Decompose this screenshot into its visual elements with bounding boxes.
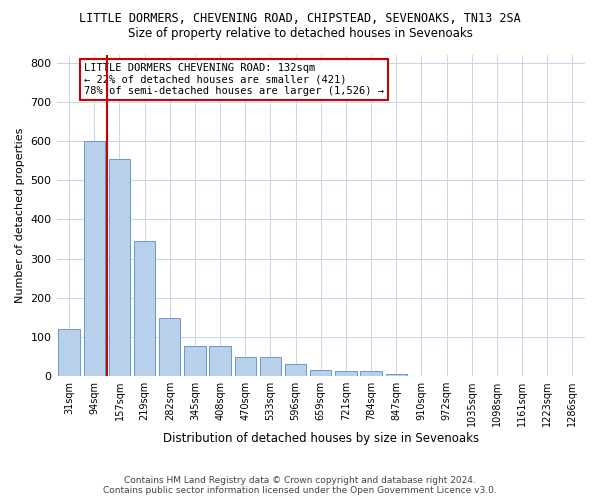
Bar [386, 374, 407, 376]
Y-axis label: Number of detached properties: Number of detached properties [15, 128, 25, 303]
Bar [260, 356, 281, 376]
X-axis label: Distribution of detached houses by size in Sevenoaks: Distribution of detached houses by size … [163, 432, 479, 445]
Bar [134, 241, 155, 376]
Text: Contains HM Land Registry data © Crown copyright and database right 2024.
Contai: Contains HM Land Registry data © Crown c… [103, 476, 497, 495]
Text: LITTLE DORMERS, CHEVENING ROAD, CHIPSTEAD, SEVENOAKS, TN13 2SA: LITTLE DORMERS, CHEVENING ROAD, CHIPSTEA… [79, 12, 521, 26]
Bar [184, 346, 206, 376]
Bar [109, 159, 130, 376]
Bar [235, 356, 256, 376]
Bar [310, 370, 331, 376]
Bar [83, 141, 105, 376]
Bar [209, 346, 231, 376]
Bar [335, 370, 356, 376]
Bar [285, 364, 307, 376]
Text: Size of property relative to detached houses in Sevenoaks: Size of property relative to detached ho… [128, 28, 472, 40]
Bar [58, 329, 80, 376]
Bar [159, 318, 181, 376]
Text: LITTLE DORMERS CHEVENING ROAD: 132sqm
← 22% of detached houses are smaller (421): LITTLE DORMERS CHEVENING ROAD: 132sqm ← … [84, 63, 384, 96]
Bar [361, 372, 382, 376]
